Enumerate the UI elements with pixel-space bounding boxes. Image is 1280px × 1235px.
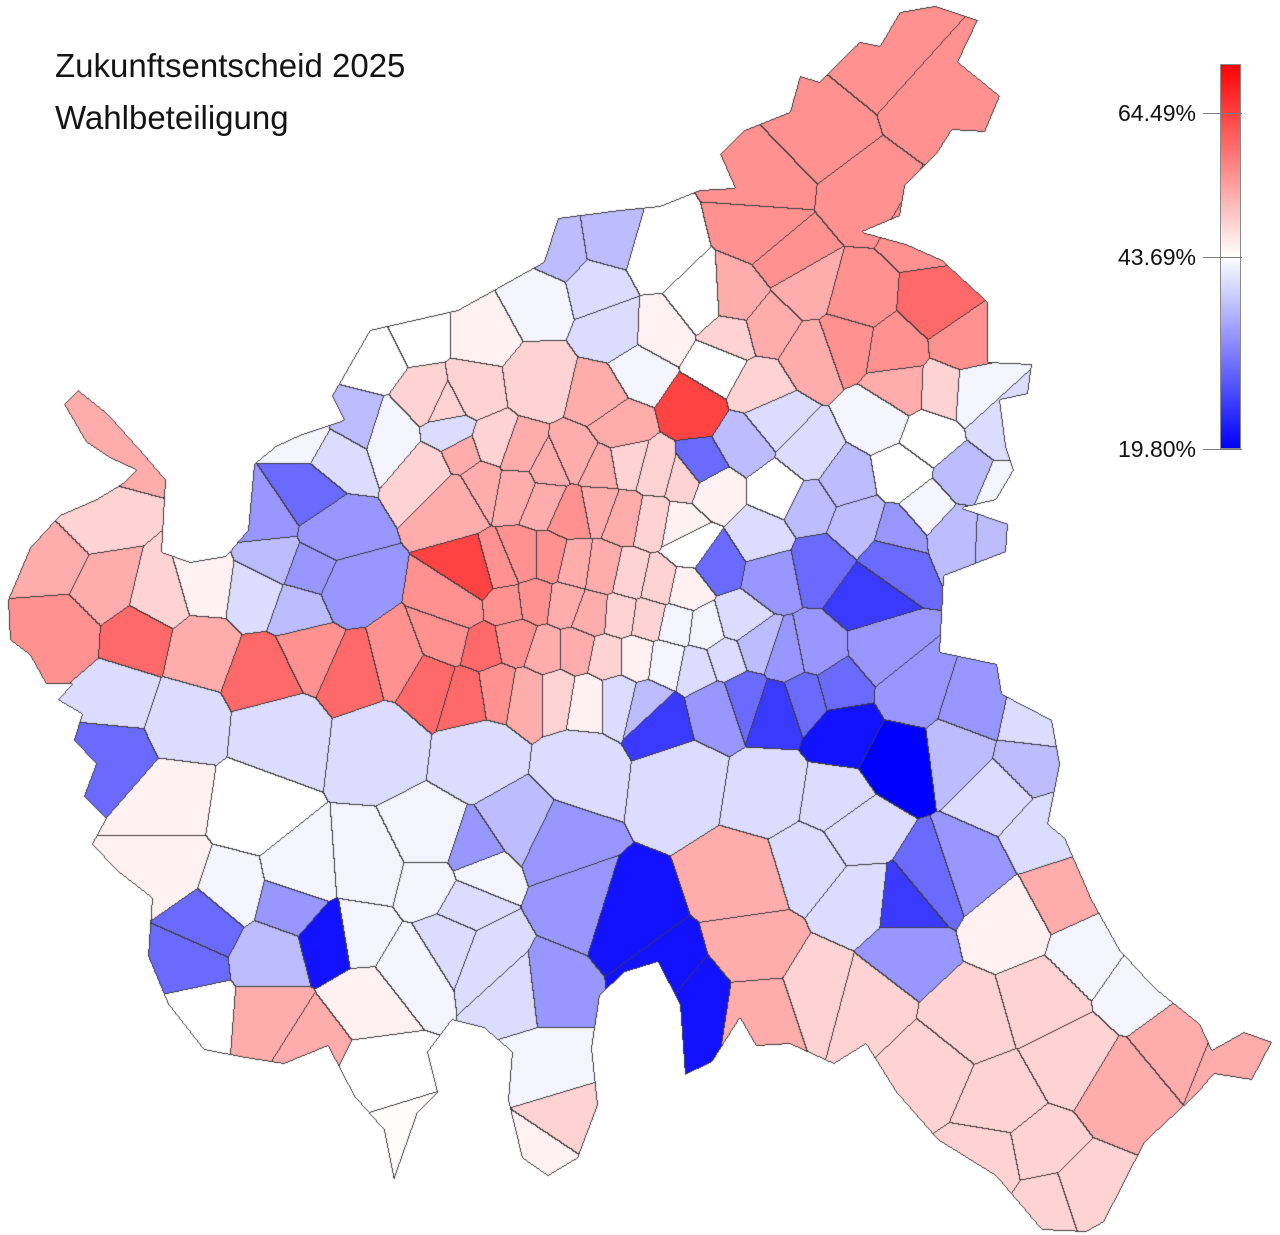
map-title-line2: Wahlbeteiligung: [55, 99, 289, 136]
map-title: Zukunftsentscheid 2025 Wahlbeteiligung: [55, 40, 405, 144]
map-title-line1: Zukunftsentscheid 2025: [55, 47, 406, 84]
